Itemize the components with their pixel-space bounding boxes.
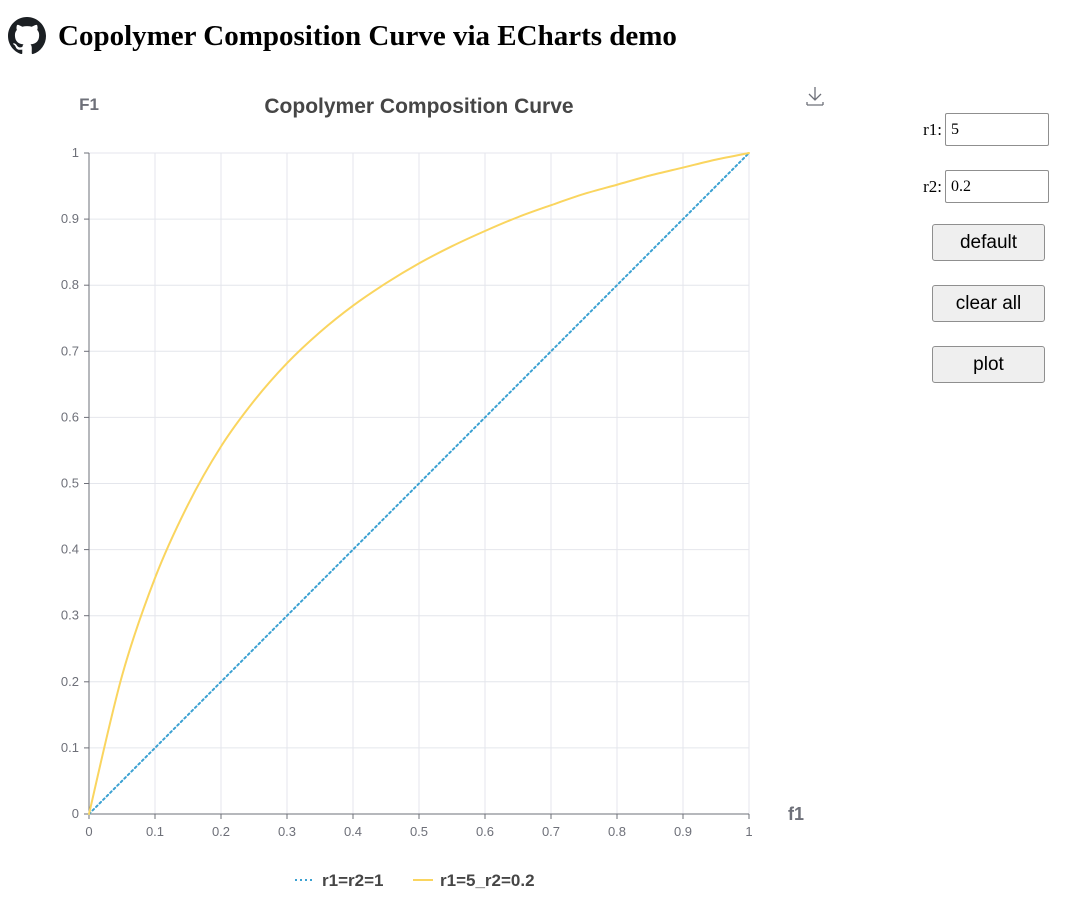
legend-label: r1=r2=1: [322, 871, 383, 890]
page-header: Copolymer Composition Curve via ECharts …: [8, 15, 677, 57]
y-tick-label: 0.9: [61, 211, 79, 226]
x-tick-label: 0.9: [674, 824, 692, 839]
x-tick-label: 0.8: [608, 824, 626, 839]
y-tick-label: 0.8: [61, 277, 79, 292]
legend-item-2[interactable]: r1=5_r2=0.2: [413, 871, 535, 890]
chart-axes: 0 0.1 0.2 0.3 0.4 0.5 0.6 0.7 0.8 0.9 1 0 0.1 0.2 0.3 0…: [61, 145, 753, 839]
x-axis-label: f1: [788, 804, 804, 824]
y-axis-label: F1: [79, 95, 99, 114]
chart-series: [88, 152, 750, 815]
y-tick-label: 0.5: [61, 476, 79, 491]
y-tick-label: 0.4: [61, 542, 79, 557]
page-title: Copolymer Composition Curve via ECharts …: [58, 19, 677, 52]
x-tick-label: 0: [85, 824, 92, 839]
parameter-panel: r1: r2: default clear all plot: [880, 113, 1060, 407]
r1-input[interactable]: [945, 113, 1049, 146]
x-tick-label: 0.3: [278, 824, 296, 839]
x-tick-label: 0.7: [542, 824, 560, 839]
chart-title: Copolymer Composition Curve: [264, 95, 573, 118]
legend-item-1[interactable]: r1=r2=1: [295, 871, 383, 890]
x-tick-label: 0.4: [344, 824, 362, 839]
y-tick-label: 0.1: [61, 740, 79, 755]
copolymer-chart: 0 0.1 0.2 0.3 0.4 0.5 0.6 0.7 0.8 0.9 1 0 0.1 0.2 0.3 0…: [61, 84, 827, 890]
y-tick-label: 1: [72, 145, 79, 160]
r2-label: r2:: [923, 176, 942, 196]
series-line-2[interactable]: [88, 152, 750, 815]
r1-row: r1:: [880, 113, 1049, 146]
chart-grid: [89, 152, 750, 814]
clear-all-button[interactable]: clear all: [932, 285, 1045, 322]
y-tick-label: 0.3: [61, 608, 79, 623]
chart-legend: r1=r2=1 r1=5_r2=0.2: [295, 871, 535, 890]
y-tick-label: 0: [72, 806, 79, 821]
series-line-1[interactable]: [88, 152, 750, 815]
x-tick-label: 0.1: [146, 824, 164, 839]
y-tick-label: 0.7: [61, 343, 79, 358]
r2-input[interactable]: [945, 170, 1049, 203]
download-icon[interactable]: [803, 84, 827, 108]
x-tick-label: 1: [745, 824, 752, 839]
github-icon[interactable]: [8, 17, 46, 55]
r2-row: r2:: [880, 170, 1049, 203]
y-tick-label: 0.2: [61, 674, 79, 689]
y-tick-label: 0.6: [61, 409, 79, 424]
legend-label: r1=5_r2=0.2: [440, 871, 535, 890]
x-tick-label: 0.5: [410, 824, 428, 839]
x-tick-label: 0.6: [476, 824, 494, 839]
x-tick-label: 0.2: [212, 824, 230, 839]
plot-button[interactable]: plot: [932, 346, 1045, 383]
r1-label: r1:: [923, 119, 942, 139]
default-button[interactable]: default: [932, 224, 1045, 261]
